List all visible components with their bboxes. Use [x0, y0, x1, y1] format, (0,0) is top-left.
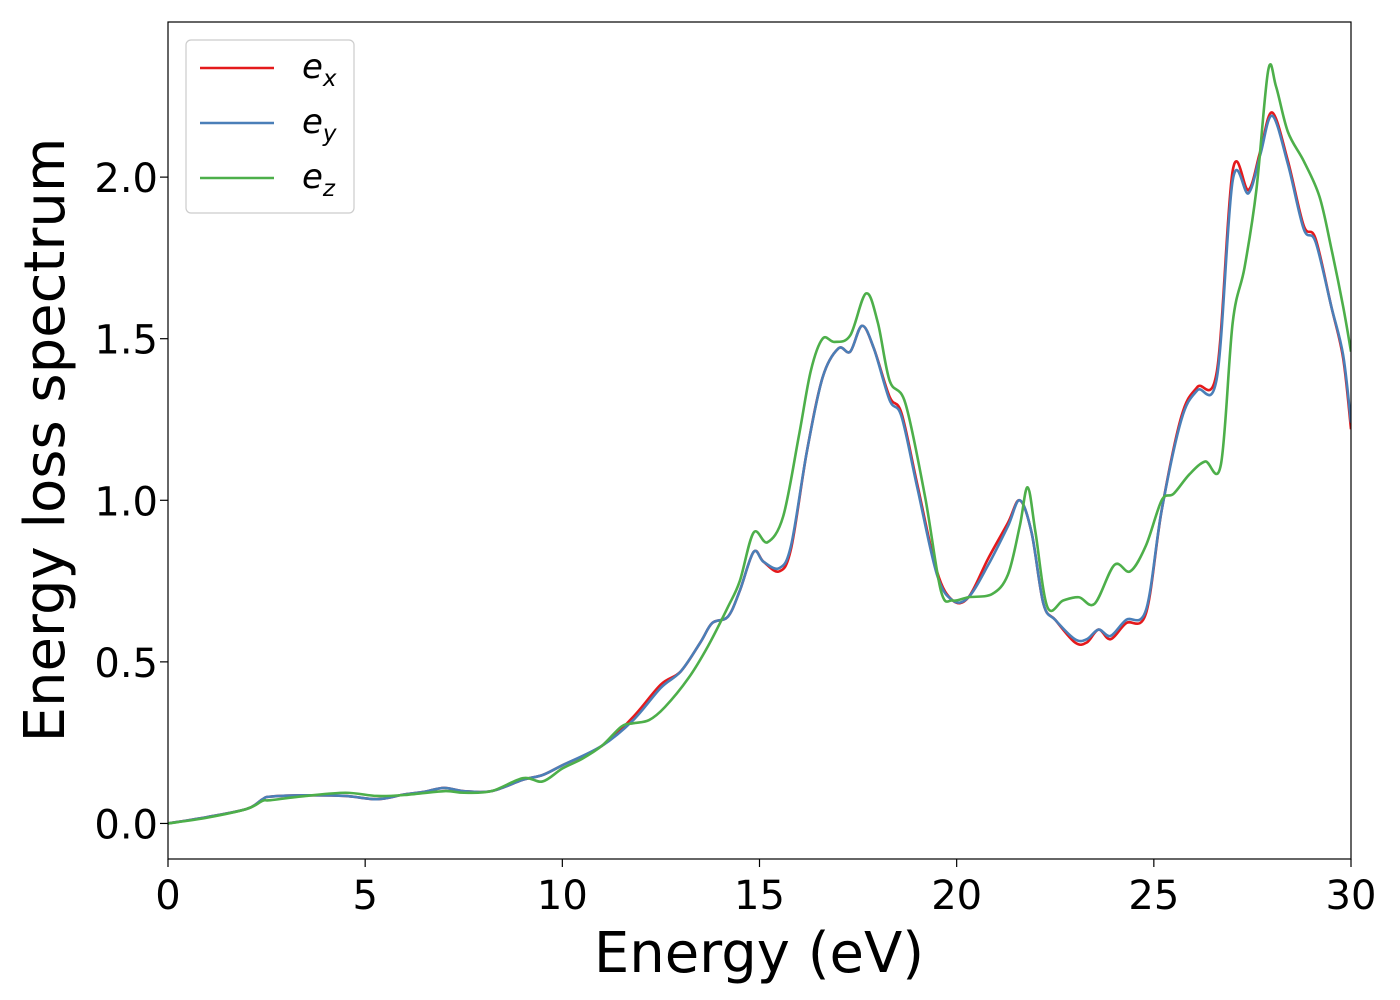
x-axis-ticks: 0 5 10 15 20 25 30	[155, 859, 1376, 919]
y-tick-label: 0.0	[94, 802, 158, 848]
x-tick-label: 10	[537, 873, 588, 919]
x-tick-label: 20	[931, 873, 982, 919]
y-axis-title: Energy loss spectrum	[13, 138, 78, 743]
x-tick-label: 25	[1128, 873, 1179, 919]
x-tick-label: 0	[155, 873, 180, 919]
x-tick-label: 5	[352, 873, 377, 919]
series-layer	[168, 62, 1351, 825]
y-tick-label: 1.0	[94, 479, 158, 525]
legend: ex ey ez	[185, 39, 355, 214]
y-axis-ticks: 0.0 0.5 1.0 1.5 2.0	[94, 156, 168, 848]
series-line-e-z	[168, 62, 1351, 825]
y-tick-label: 1.5	[94, 318, 158, 364]
legend-label-e-y: ey	[302, 102, 337, 147]
legend-box	[185, 39, 355, 214]
legend-label-e-z: ez	[302, 157, 336, 202]
x-tick-label: 30	[1326, 873, 1377, 919]
series-line-e-y	[168, 114, 1351, 825]
legend-entries: ex ey ez	[200, 47, 337, 202]
legend-label-e-x: ex	[302, 47, 337, 92]
y-tick-label: 2.0	[94, 156, 158, 202]
x-tick-label: 15	[734, 873, 785, 919]
y-tick-label: 0.5	[94, 641, 158, 687]
x-axis-title: Energy (eV)	[594, 921, 924, 986]
